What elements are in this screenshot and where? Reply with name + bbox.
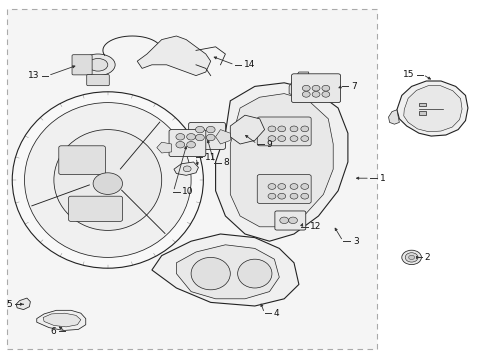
Circle shape	[312, 85, 320, 91]
FancyBboxPatch shape	[59, 146, 105, 175]
Polygon shape	[176, 245, 279, 299]
Ellipse shape	[24, 103, 191, 257]
Circle shape	[280, 217, 289, 224]
Polygon shape	[389, 110, 399, 124]
Polygon shape	[404, 86, 462, 132]
Circle shape	[278, 136, 286, 141]
Circle shape	[268, 136, 276, 141]
Circle shape	[290, 193, 298, 199]
Polygon shape	[174, 162, 198, 175]
Circle shape	[301, 184, 309, 189]
Circle shape	[402, 250, 421, 265]
Circle shape	[322, 91, 330, 97]
Circle shape	[301, 136, 309, 141]
Polygon shape	[157, 142, 172, 153]
Text: 13: 13	[28, 71, 39, 80]
Circle shape	[278, 193, 286, 199]
Circle shape	[289, 217, 297, 224]
FancyBboxPatch shape	[189, 122, 225, 149]
FancyBboxPatch shape	[275, 211, 306, 230]
Circle shape	[93, 173, 122, 194]
Text: 9: 9	[266, 140, 272, 149]
Polygon shape	[289, 72, 309, 97]
Circle shape	[302, 91, 310, 97]
FancyBboxPatch shape	[72, 55, 92, 75]
Polygon shape	[137, 36, 211, 76]
Text: 5: 5	[6, 300, 12, 309]
Circle shape	[290, 126, 298, 132]
Ellipse shape	[238, 259, 272, 288]
Circle shape	[290, 184, 298, 189]
Ellipse shape	[81, 54, 115, 76]
Polygon shape	[152, 234, 299, 306]
Circle shape	[278, 184, 286, 189]
Circle shape	[301, 193, 309, 199]
Circle shape	[302, 85, 310, 91]
FancyBboxPatch shape	[87, 75, 109, 86]
Bar	[7, 9, 377, 349]
FancyBboxPatch shape	[292, 74, 341, 103]
Text: 7: 7	[351, 82, 357, 91]
FancyBboxPatch shape	[169, 130, 206, 157]
Polygon shape	[419, 103, 426, 106]
Text: 15: 15	[403, 70, 414, 79]
Text: 3: 3	[353, 237, 359, 246]
Polygon shape	[230, 115, 265, 144]
Polygon shape	[216, 83, 348, 241]
Ellipse shape	[54, 130, 162, 230]
Ellipse shape	[12, 92, 203, 268]
Polygon shape	[397, 81, 468, 136]
Polygon shape	[230, 94, 333, 227]
Circle shape	[196, 126, 204, 133]
Circle shape	[268, 193, 276, 199]
Circle shape	[187, 141, 196, 148]
Circle shape	[290, 136, 298, 141]
Polygon shape	[43, 313, 81, 327]
FancyBboxPatch shape	[257, 175, 311, 203]
Circle shape	[405, 253, 418, 262]
Circle shape	[301, 126, 309, 132]
Text: 14: 14	[244, 60, 255, 69]
Polygon shape	[419, 111, 426, 115]
Circle shape	[206, 134, 215, 141]
Ellipse shape	[191, 257, 230, 290]
Polygon shape	[216, 130, 230, 144]
Circle shape	[196, 134, 204, 141]
Text: 8: 8	[223, 158, 229, 167]
Polygon shape	[37, 310, 86, 330]
Circle shape	[176, 134, 185, 140]
Circle shape	[176, 141, 185, 148]
Ellipse shape	[88, 59, 108, 71]
Circle shape	[187, 134, 196, 140]
Text: 6: 6	[50, 327, 56, 336]
Circle shape	[268, 126, 276, 132]
Circle shape	[206, 126, 215, 133]
Circle shape	[278, 126, 286, 132]
Text: 1: 1	[380, 174, 386, 183]
Circle shape	[409, 255, 415, 260]
FancyBboxPatch shape	[257, 117, 311, 146]
Polygon shape	[16, 298, 30, 310]
Circle shape	[268, 184, 276, 189]
Text: 4: 4	[273, 309, 279, 318]
Circle shape	[183, 166, 191, 172]
Circle shape	[322, 85, 330, 91]
FancyBboxPatch shape	[69, 196, 122, 221]
Circle shape	[312, 91, 320, 97]
Text: 10: 10	[182, 187, 194, 196]
Text: 2: 2	[425, 253, 430, 262]
Text: 12: 12	[310, 222, 321, 231]
Text: 11: 11	[205, 153, 216, 162]
